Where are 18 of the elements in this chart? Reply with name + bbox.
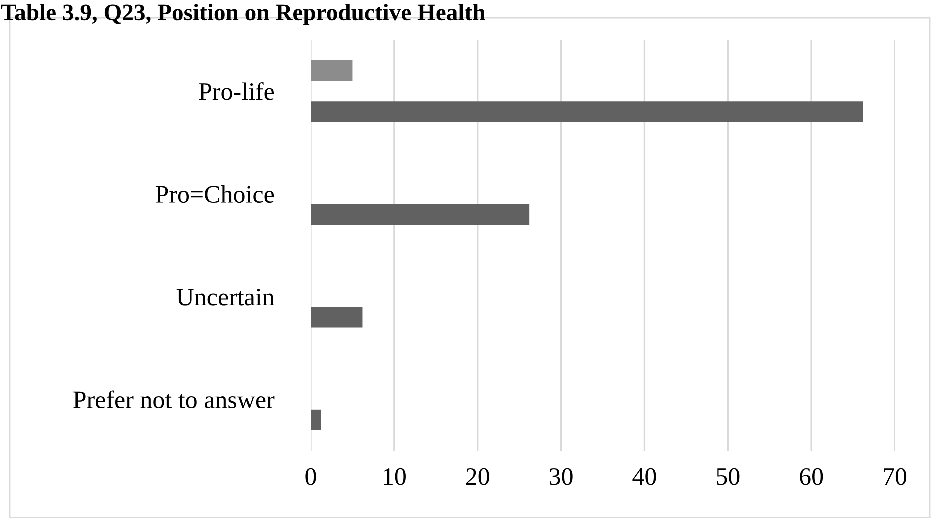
bar — [311, 204, 530, 225]
x-tick-label: 0 — [306, 468, 316, 486]
x-tick-label: 10 — [384, 468, 406, 486]
y-tick-label: Uncertain — [176, 288, 275, 306]
chart-title: Table 3.9, Q23, Position on Reproductive Health — [1, 4, 486, 26]
y-tick-label: Prefer not to answer — [74, 390, 275, 409]
bar — [311, 410, 322, 430]
bar — [311, 307, 363, 328]
x-tick-label: 50 — [717, 468, 740, 486]
x-tick-label: 70 — [884, 468, 907, 486]
y-tick-label: Pro-life — [199, 82, 274, 100]
x-tick-label: 20 — [466, 468, 490, 486]
bar — [311, 60, 353, 82]
bar — [311, 102, 864, 122]
x-tick-label: 60 — [800, 468, 824, 486]
x-tick-label: 40 — [632, 468, 656, 486]
y-tick-label: Pro=Choice — [156, 185, 274, 204]
x-tick-label: 30 — [550, 468, 573, 486]
